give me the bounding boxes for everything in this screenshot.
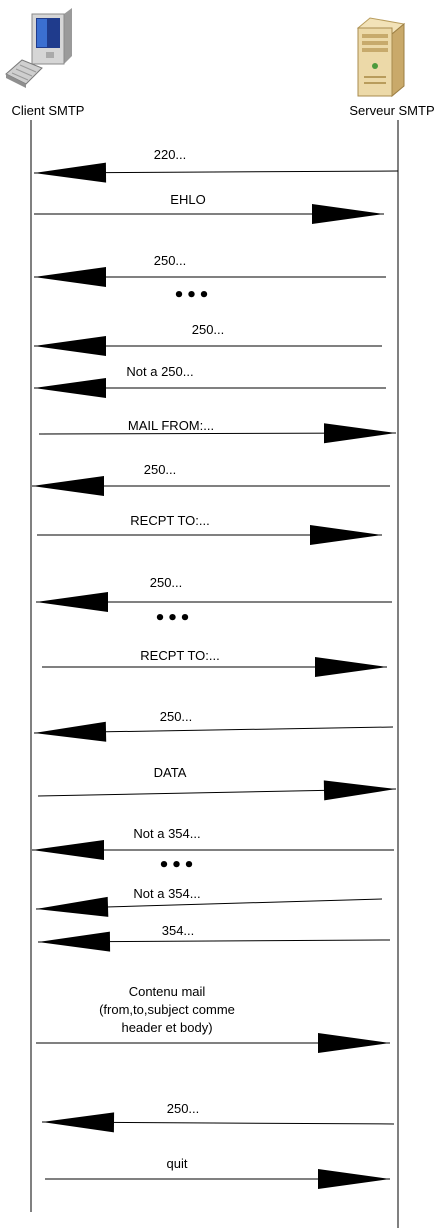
message-19-arrowhead bbox=[318, 1033, 390, 1053]
client-participant-label: Client SMTP bbox=[11, 103, 85, 118]
message-15-arrowhead bbox=[32, 840, 104, 860]
message-21-arrowhead bbox=[318, 1169, 390, 1189]
message-7-label-mail-from: MAIL FROM:... bbox=[127, 418, 215, 433]
message-14-label-data: DATA bbox=[153, 765, 187, 780]
message-12-label-recpt-to: RECPT TO:... bbox=[140, 648, 220, 663]
message-14-arrowhead bbox=[323, 780, 396, 801]
message-11-ellipsis: ••• bbox=[154, 608, 192, 629]
message-2-label-ehlo: EHLO bbox=[170, 192, 206, 207]
message-arrows bbox=[32, 162, 399, 1189]
server-participant-label: Serveur SMTP bbox=[349, 103, 435, 118]
desktop-computer-icon bbox=[5, 8, 72, 88]
message-1-arrowhead bbox=[34, 162, 107, 183]
message-17-label-not-a-354: Not a 354... bbox=[133, 886, 201, 901]
message-5-label-250: 250... bbox=[191, 322, 225, 337]
message-8-arrowhead bbox=[32, 476, 104, 496]
message-18-label-354: 354... bbox=[161, 923, 195, 938]
message-18-arrowhead bbox=[38, 931, 111, 952]
message-21-label-quit: quit bbox=[166, 1156, 188, 1171]
message-8-label-250: 250... bbox=[143, 462, 177, 477]
message-13-arrowhead bbox=[34, 721, 107, 742]
message-5-arrowhead bbox=[34, 336, 106, 356]
message-3-label-250: 250... bbox=[153, 253, 187, 268]
message-20-label-250: 250... bbox=[166, 1101, 200, 1116]
message-20-arrowhead bbox=[42, 1112, 115, 1133]
message-15-label-not-a-354: Not a 354... bbox=[133, 826, 201, 841]
message-4-ellipsis: ••• bbox=[173, 285, 211, 306]
message-6-label-not-a-250: Not a 250... bbox=[126, 364, 194, 379]
message-12-arrowhead bbox=[315, 657, 387, 677]
message-7-arrowhead bbox=[324, 423, 396, 444]
message-1-label-220: 220... bbox=[153, 147, 187, 162]
message-9-label-recpt-to: RECPT TO:... bbox=[130, 513, 210, 528]
message-6-arrowhead bbox=[34, 378, 106, 398]
message-10-label-250: 250... bbox=[149, 575, 183, 590]
message-13-label-250: 250... bbox=[159, 709, 193, 724]
message-9-arrowhead bbox=[310, 525, 382, 545]
message-10-arrowhead bbox=[36, 592, 108, 612]
message-2-arrowhead bbox=[312, 204, 384, 224]
message-16-ellipsis: ••• bbox=[158, 855, 196, 876]
server-tower-icon bbox=[356, 17, 406, 98]
message-19-label-contenu-mail-from-to-subject-comme-header-et-body: Contenu mail (from,to,subject comme head… bbox=[99, 984, 235, 1035]
message-3-arrowhead bbox=[34, 267, 106, 287]
message-17-arrowhead bbox=[36, 896, 109, 917]
